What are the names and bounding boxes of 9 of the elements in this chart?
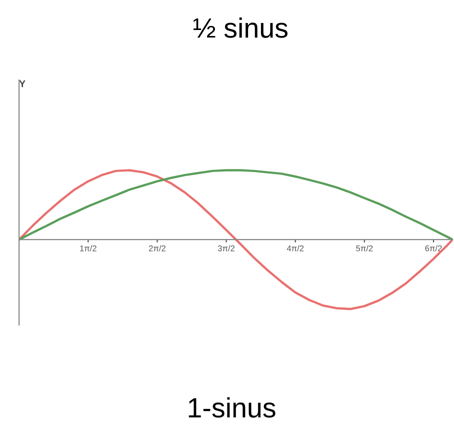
x-tick-label: 6π/2 [425,245,442,252]
x-tick-label: 5π/2 [356,245,373,252]
x-tick-label: 4π/2 [286,245,304,252]
x-tick-label: 3π/2 [218,245,235,252]
text: Y [19,80,26,88]
x-tick-label: 1π/2 [80,245,96,252]
text: 1-sinus [188,397,276,418]
chart-title: ½ sinus [194,18,288,38]
x-tick-label: 2π/2 [148,245,166,252]
